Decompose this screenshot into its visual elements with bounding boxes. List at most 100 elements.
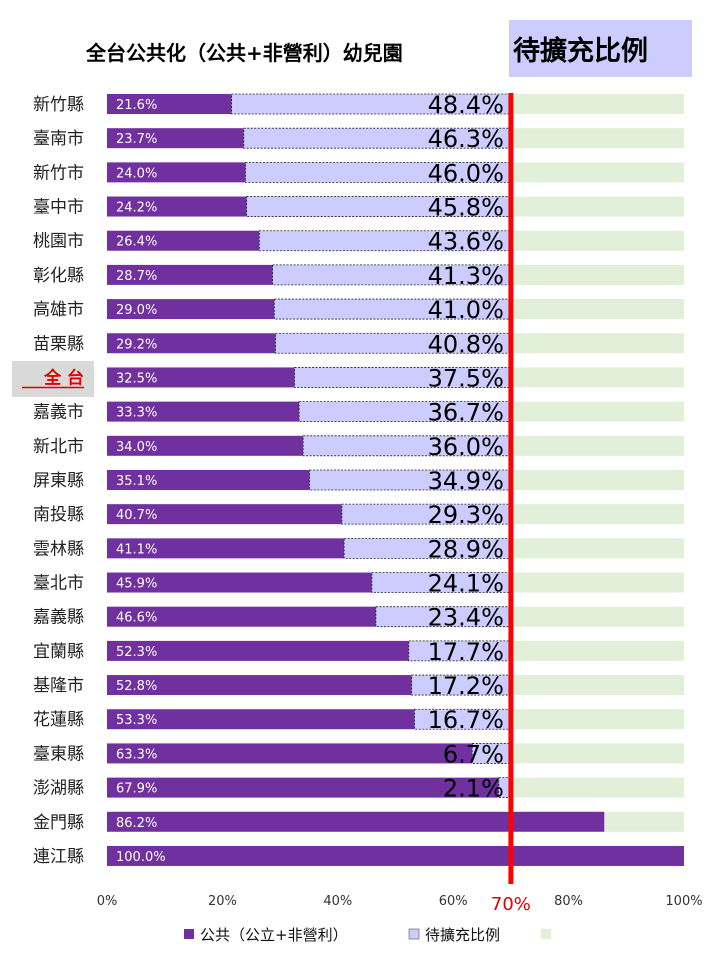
bar-public [107,709,415,730]
bar-remaining [510,299,684,320]
category-label: 花蓮縣 [33,710,84,730]
category-label: 雲林縣 [33,539,84,559]
public-value-label: 23.7% [116,132,157,147]
x-tick-label: 80% [554,894,583,909]
category-label: 屏東縣 [33,471,84,491]
category-label: 新北市 [33,437,84,457]
category-label: 臺北市 [33,574,84,594]
public-value-label: 41.1% [116,542,157,557]
target-line-group: 70% [491,93,531,915]
bar-public [107,367,295,388]
bar-remaining [510,469,684,490]
bar-expansion [272,264,512,286]
expansion-value-label: 41.0% [428,296,504,324]
bar-public [107,94,232,114]
bar-public [107,538,345,559]
expansion-value-label: 46.0% [428,159,504,187]
bar-remaining [510,401,684,422]
bar-expansion [471,743,512,764]
category-label: 臺東縣 [33,744,84,764]
bar-expansion [294,367,512,388]
bar-public [107,128,244,149]
expansion-value-label: 16.7% [428,706,504,734]
public-value-label: 46.6% [116,611,157,626]
public-value-label: 21.6% [116,98,157,113]
public-value-label: 45.9% [116,577,157,592]
bar-expansion [245,161,512,183]
bar-public [107,743,473,764]
expansion-value-label: 41.3% [428,262,504,290]
bar-public [107,606,376,627]
public-value-label: 33.3% [116,406,157,421]
category-label: 桃園市 [33,232,84,252]
bar-public [107,845,684,866]
bar-remaining [510,230,684,251]
bar-remaining [510,777,684,798]
public-value-label: 40.7% [116,508,157,523]
expansion-value-label: 46.3% [428,125,504,153]
x-tick-label: 60% [439,894,468,909]
legend-item-expansion-label: 待擴充比例 [425,926,500,944]
category-label: 高雄市 [33,300,84,320]
expansion-value-label: 45.8% [428,194,504,222]
expansion-value-label: 48.4% [428,91,504,119]
bar-public [107,401,300,422]
bar-public [107,264,273,285]
bar-public [107,435,304,456]
bar-remaining [510,675,684,696]
public-value-label: 29.0% [116,303,157,318]
expansion-value-label: 28.9% [428,535,504,563]
bar-remaining [510,743,684,764]
bar-remaining [510,435,684,456]
bar-public [107,230,260,251]
bar-remaining [510,572,684,593]
x-tick-label: 0% [97,894,118,909]
bars-layer [107,93,684,866]
bar-remaining [510,606,684,627]
bar-public [107,196,247,217]
expansion-value-label: 24.1% [428,570,504,598]
public-value-label: 29.2% [116,337,157,352]
public-value-label: 28.7% [116,269,157,284]
target-line-label: 70% [491,894,531,915]
bar-remaining [604,811,684,832]
public-value-label: 53.3% [116,713,157,728]
bar-public [107,675,412,696]
x-tick-label: 20% [208,894,237,909]
expansion-value-label: 2.1% [443,775,504,803]
bar-remaining [510,264,684,285]
category-label: 苗栗縣 [33,334,84,354]
chart-title-prefix: 全台公共化（公共+非營利）幼兒園 [85,41,403,65]
category-label: 澎湖縣 [33,779,84,799]
category-label: 南投縣 [33,505,84,525]
bar-expansion [371,572,512,593]
public-value-label: 52.8% [116,679,157,694]
bar-public [107,333,276,354]
bar-remaining [510,504,684,525]
bar-remaining [510,94,684,114]
category-label: 新竹縣 [33,95,84,115]
category-label: 宜蘭縣 [33,642,84,662]
public-value-label: 24.2% [116,201,157,216]
legend-item-public-swatch [184,929,194,939]
public-value-label: 26.4% [116,235,157,250]
expansion-value-label: 17.7% [428,638,504,666]
expansion-value-label: 36.7% [428,399,504,427]
bar-remaining [510,538,684,559]
x-tick-label: 100% [665,894,702,909]
category-label: 金門縣 [33,813,84,833]
chart-title-highlight: 待擴充比例 [513,35,648,67]
expansion-value-label: 40.8% [428,330,504,358]
bar-public [107,299,275,320]
category-label: 嘉義市 [33,403,84,423]
category-label: 彰化縣 [33,266,84,286]
expansion-value-label: 29.3% [428,501,504,529]
bar-expansion [231,93,512,115]
expansion-value-label: 34.9% [428,467,504,495]
bar-public [107,572,372,593]
expansion-value-label: 36.0% [428,433,504,461]
chart-title: 全台公共化（公共+非營利）幼兒園 待擴充比例 [85,20,692,77]
public-value-label: 100.0% [116,850,166,865]
legend-item-expansion-swatch [408,928,420,940]
